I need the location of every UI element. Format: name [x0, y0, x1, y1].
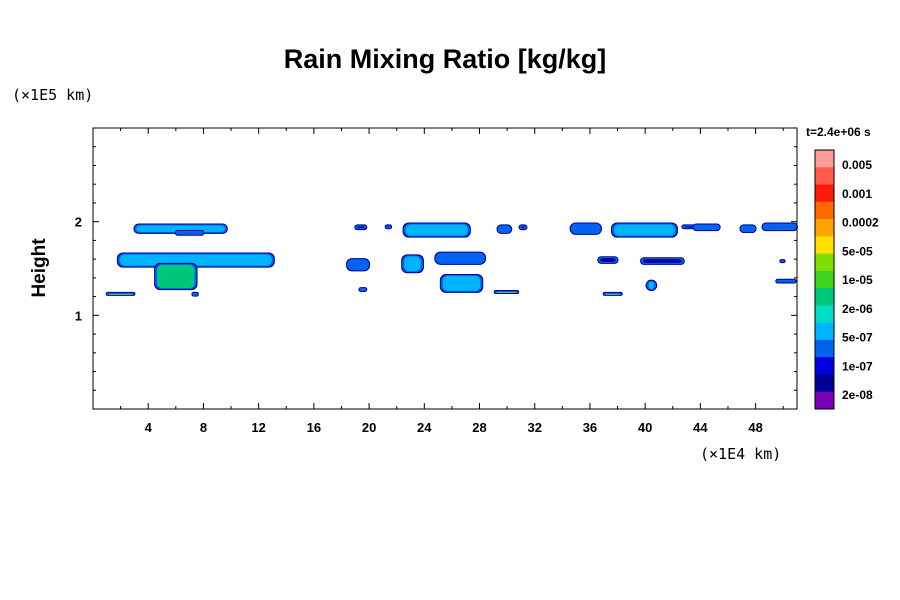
colorbar-swatch	[815, 305, 834, 324]
x-tick-label: 28	[472, 420, 486, 435]
colorbar-label: 0.005	[842, 158, 872, 172]
colorbar-frame	[814, 149, 835, 410]
colorbar-swatch	[815, 374, 834, 393]
rain-cell	[496, 291, 517, 293]
rain-cell	[357, 226, 365, 229]
rain-cell	[684, 226, 693, 228]
colorbar-swatch	[815, 270, 834, 289]
colorbar-swatch	[815, 150, 834, 168]
rain-cell	[387, 226, 390, 228]
rain-cell	[521, 226, 525, 229]
rain-cell	[442, 276, 481, 291]
colorbar-swatch	[815, 391, 834, 410]
colorbar-label: 5e-05	[842, 244, 873, 258]
rain-cell	[499, 226, 510, 232]
rain-cell	[437, 253, 484, 263]
colorbar-label: 0.001	[842, 187, 872, 201]
chart-title: Rain Mixing Ratio [kg/kg]	[283, 44, 607, 74]
rain-cell	[136, 225, 225, 232]
colorbar: 0.005 0.001 0.0002 5e-05 1e-05 2e-06 5e-07 1e-0…	[814, 149, 879, 410]
rain-cell	[614, 224, 675, 236]
colorbar-swatch	[815, 201, 834, 220]
colorbar-swatch	[815, 357, 834, 375]
rain-cell	[572, 224, 599, 233]
rain-cell	[648, 281, 655, 290]
colorbar-label: 2e-06	[842, 302, 873, 316]
colorbar-swatch	[815, 322, 834, 341]
colorbar-swatch	[815, 253, 834, 272]
x-tick-label: 36	[583, 420, 597, 435]
rain-field	[105, 222, 798, 297]
colorbar-label: 0.0002	[842, 216, 879, 230]
colorbar-label: 1e-07	[842, 359, 873, 373]
time-label: t=2.4e+06 s	[806, 125, 871, 139]
x-tick-label: 4	[145, 420, 153, 435]
y-tick-label: 1	[75, 308, 82, 323]
rain-cell	[782, 261, 784, 263]
x-unit-label: (×1E4 km)	[700, 445, 782, 463]
colorbar-label: 1e-05	[842, 273, 873, 287]
x-tick-label: 12	[251, 420, 265, 435]
rain-cell	[157, 264, 195, 289]
colorbar-swatch	[815, 184, 834, 203]
rain-cell	[695, 225, 718, 230]
plot-frame	[92, 127, 798, 410]
x-tick-label: 24	[417, 420, 432, 435]
colorbar-label: 2e-08	[842, 388, 873, 402]
y-tick-label: 2	[75, 215, 82, 230]
rain-cell	[404, 256, 421, 272]
colorbar-swatch	[815, 339, 834, 358]
y-unit-label: (×1E5 km)	[12, 86, 94, 104]
rain-cell	[348, 260, 368, 270]
x-tick-label: 44	[693, 420, 708, 435]
colorbar-swatch	[815, 288, 834, 306]
colorbar-swatch	[815, 219, 834, 237]
rain-cell	[600, 258, 616, 262]
colorbar-swatch	[815, 167, 834, 186]
rain-cell	[177, 232, 202, 234]
x-tick-label: 16	[307, 420, 321, 435]
colorbar-swatch	[815, 236, 834, 255]
rain-cell	[605, 293, 620, 295]
rain-cell	[108, 293, 133, 295]
rain-cell	[119, 254, 272, 266]
rain-cell	[764, 224, 795, 230]
x-tick-label: 32	[527, 420, 541, 435]
rain-cell	[778, 280, 794, 282]
rain-cell	[361, 289, 365, 291]
x-tick-label: 20	[362, 420, 376, 435]
x-tick-label: 48	[748, 420, 762, 435]
rain-cell-edge	[780, 260, 785, 263]
rain-cell	[643, 259, 682, 263]
rain-cell	[194, 293, 196, 295]
rain-cell	[405, 224, 468, 236]
x-tick-label: 8	[200, 420, 207, 435]
x-tick-label: 40	[638, 420, 652, 435]
colorbar-label: 5e-07	[842, 331, 873, 345]
rain-cell	[742, 226, 754, 231]
